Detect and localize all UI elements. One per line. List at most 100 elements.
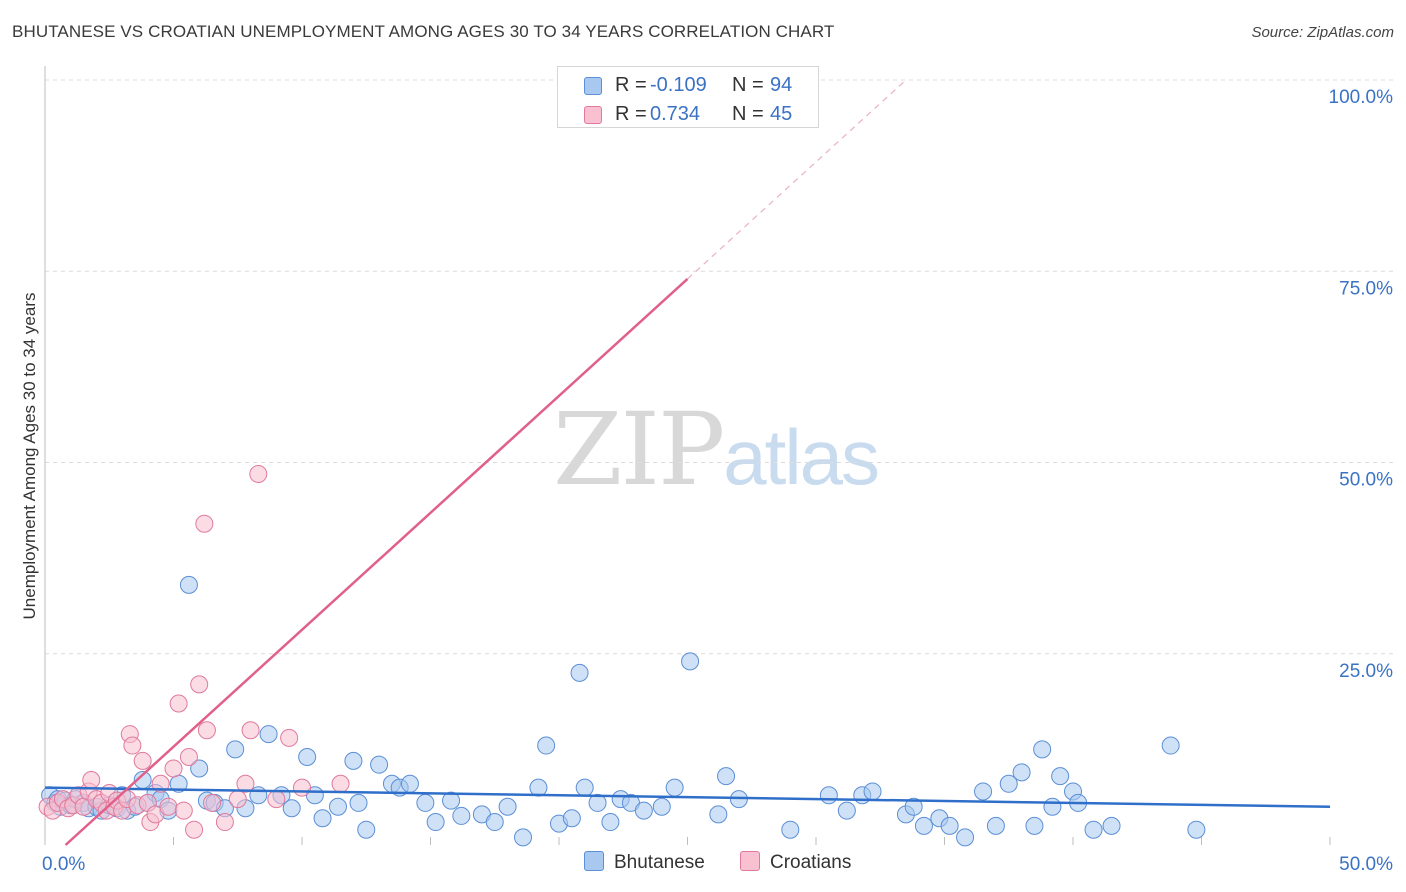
n-label: N = — [732, 103, 764, 125]
bhutanese-point — [514, 828, 533, 847]
croatians-point — [228, 790, 247, 809]
r-value: -0.109 — [650, 74, 707, 96]
bhutanese-point — [1043, 797, 1062, 816]
bhutanese-point — [575, 778, 594, 797]
x-tick-label: 0.0% — [42, 854, 85, 875]
croatians-point — [164, 759, 183, 778]
r-label: R = — [615, 74, 647, 96]
data-points — [38, 464, 1206, 847]
croatians-trend-extension — [687, 79, 907, 280]
watermark-atlas: atlas — [723, 413, 880, 501]
source-label: Source: ZipAtlas.com — [1251, 24, 1394, 41]
bhutanese-point — [226, 740, 245, 759]
bhutanese-point — [956, 828, 975, 847]
croatians-point — [179, 748, 198, 767]
croatians-point — [236, 774, 255, 793]
bhutanese-point — [1084, 820, 1103, 839]
bhutanese-point — [717, 767, 736, 786]
croatians-point — [190, 675, 209, 694]
croatians-point — [133, 751, 152, 770]
watermark: ZIPatlas — [553, 400, 880, 507]
bhutanese-point — [562, 809, 581, 828]
bhutanese-point — [537, 736, 556, 755]
chart-title: BHUTANESE VS CROATIAN UNEMPLOYMENT AMONG… — [12, 22, 835, 41]
r-label: R = — [615, 103, 647, 125]
bhutanese-point — [1012, 763, 1031, 782]
bhutanese-point — [298, 748, 317, 767]
croatians-point — [159, 797, 178, 816]
y-tick-label: 100.0% — [1329, 87, 1394, 108]
bhutanese-point — [349, 793, 368, 812]
bhutanese-point — [986, 816, 1005, 835]
bhutanese-trend-line — [44, 786, 1331, 808]
bhutanese-point — [837, 801, 856, 820]
bhutanese-point — [974, 782, 993, 801]
bhutanese-point — [313, 809, 332, 828]
croatians-trend-line — [64, 277, 689, 846]
bhutanese-point — [442, 791, 461, 810]
stats-legend: R = -0.109 N = 94 R = 0.734 N = 45 — [557, 66, 819, 128]
croatians-point — [241, 721, 260, 740]
bhutanese-point — [498, 797, 517, 816]
bhutanese-point — [1161, 736, 1180, 755]
bhutanese-point — [634, 801, 653, 820]
n-label: N = — [732, 74, 764, 96]
bhutanese-point — [904, 797, 923, 816]
croatians-point — [197, 721, 216, 740]
bhutanese-point — [370, 755, 389, 774]
croatians-point — [249, 464, 268, 483]
bhutanese-point — [819, 786, 838, 805]
y-tick-label: 50.0% — [1339, 470, 1393, 491]
bhutanese-point — [529, 778, 548, 797]
r-value: 0.734 — [650, 103, 701, 125]
bhutanese-point — [940, 816, 959, 835]
croatians-point — [267, 790, 286, 809]
croatians-legend-label: Croatians — [770, 852, 852, 873]
croatians-point — [82, 770, 101, 789]
bhutanese-point — [570, 663, 589, 682]
y-tick-label: 25.0% — [1339, 661, 1393, 682]
croatians-point — [331, 774, 350, 793]
bhutanese-point — [190, 759, 209, 778]
croatians-point — [215, 813, 234, 832]
bhutanese-legend-label: Bhutanese — [614, 852, 705, 873]
bhutanese-point — [914, 816, 933, 835]
bhutanese-point — [416, 793, 435, 812]
bhutanese-point — [652, 797, 671, 816]
bhutanese-point — [1187, 820, 1206, 839]
trend-lines — [44, 79, 1331, 846]
n-value: 94 — [770, 74, 793, 96]
bhutanese-point — [400, 774, 419, 793]
croatians-legend-swatch — [740, 851, 760, 871]
croatians-point — [169, 694, 188, 713]
bhutanese-point — [179, 575, 198, 594]
bhutanese-point — [863, 782, 882, 801]
tick-labels: 25.0% 50.0% 75.0% 100.0% 0.0% 50.0% — [42, 87, 1393, 875]
bhutanese-swatch — [584, 77, 602, 95]
croatians-point — [280, 728, 299, 747]
bhutanese-point — [709, 805, 728, 824]
croatians-point — [123, 736, 142, 755]
n-value: 45 — [770, 103, 793, 125]
legend-item-croatians[interactable]: Croatians — [740, 851, 851, 874]
bhutanese-point — [665, 778, 684, 797]
legend-item-bhutanese[interactable]: Bhutanese — [584, 851, 705, 874]
bhutanese-point — [485, 813, 504, 832]
y-axis-label: Unemployment Among Ages 30 to 34 years — [20, 292, 39, 620]
bhutanese-point — [426, 813, 445, 832]
croatians-point — [174, 801, 193, 820]
bhutanese-point — [1051, 767, 1070, 786]
grid — [45, 79, 1395, 655]
bhutanese-point — [1102, 816, 1121, 835]
bhutanese-point — [999, 774, 1018, 793]
bhutanese-point — [681, 652, 700, 671]
croatians-point — [195, 514, 214, 533]
croatians-point — [203, 793, 222, 812]
bhutanese-point — [328, 797, 347, 816]
bhutanese-point — [344, 751, 363, 770]
bhutanese-point — [452, 806, 471, 825]
bhutanese-point — [1033, 740, 1052, 759]
watermark-zip: ZIP — [553, 391, 725, 508]
bhutanese-point — [357, 820, 376, 839]
